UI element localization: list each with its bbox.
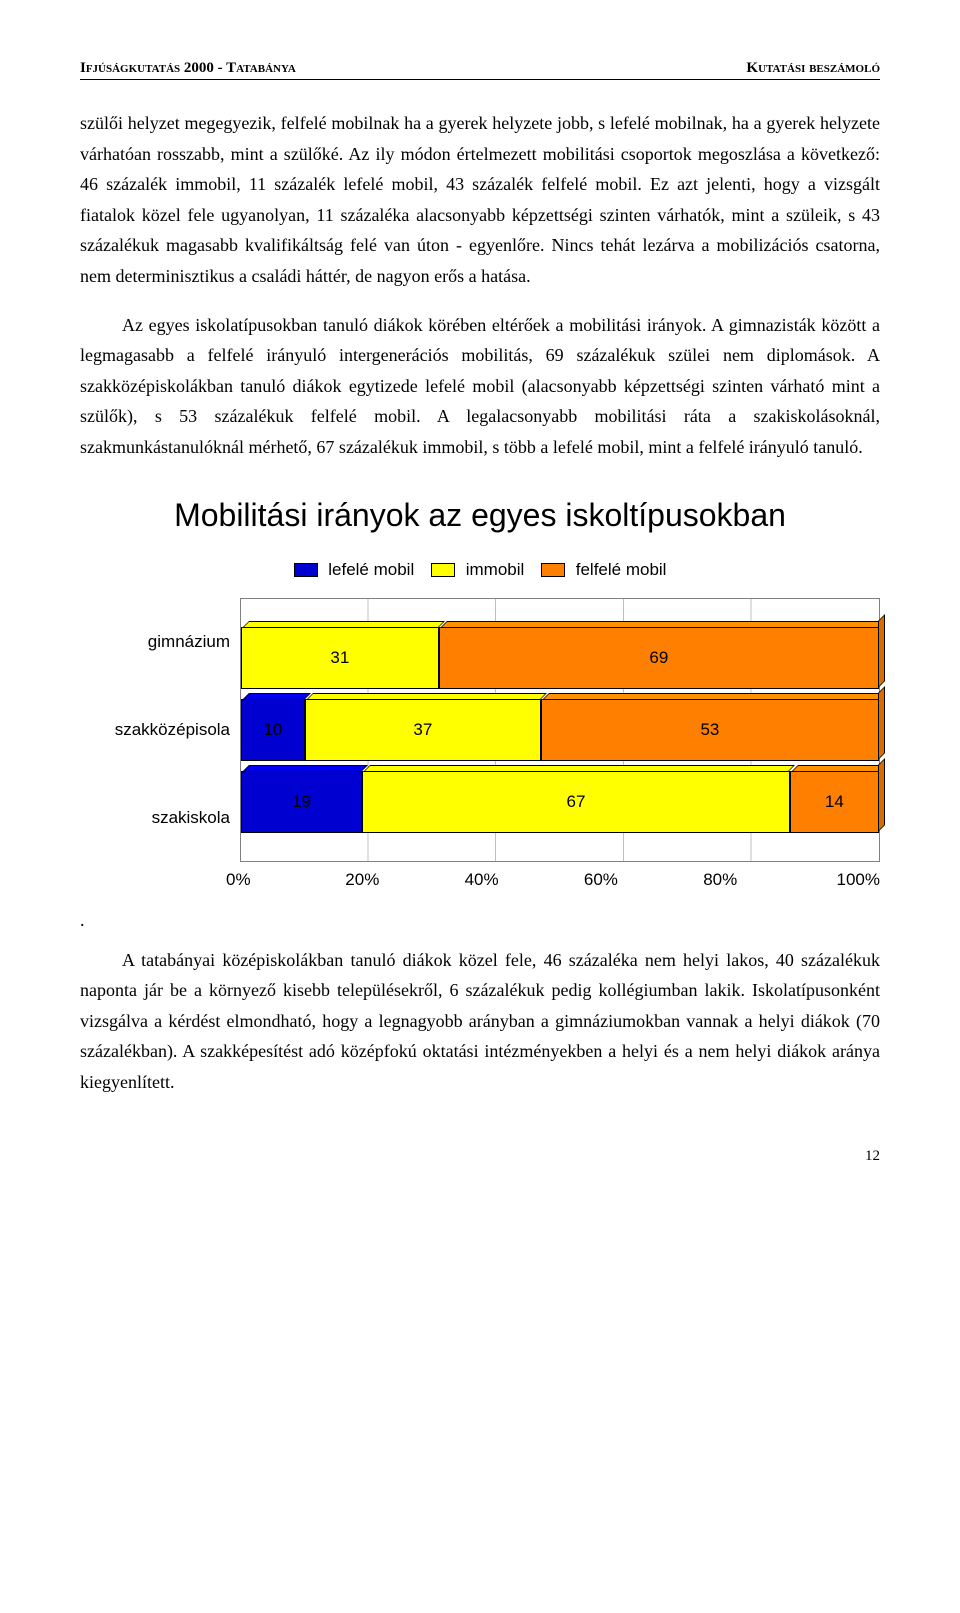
page-header: Ifjúságkutatás 2000 - Tatabánya Kutatási…: [80, 60, 880, 80]
legend-label: felfelé mobil: [576, 560, 667, 579]
legend-item: felfelé mobil: [541, 560, 666, 580]
paragraph-3: A tatabányai középiskolákban tanuló diák…: [80, 945, 880, 1098]
x-tick: 60%: [598, 870, 717, 890]
chart-area: gimnázium szakközépisola szakiskola 3169…: [80, 598, 880, 862]
bar-segment: 37: [305, 699, 541, 761]
bar-segment: 19: [241, 771, 362, 833]
bar-row: 103753: [241, 699, 879, 761]
x-tick: 80%: [717, 870, 836, 890]
y-axis-labels: gimnázium szakközépisola szakiskola: [80, 598, 240, 862]
bar-segment: 67: [362, 771, 789, 833]
bar-segment: 10: [241, 699, 305, 761]
legend-swatch: [431, 563, 455, 577]
chart-plot: 3169 103753 196714: [240, 598, 880, 862]
bar-segment: 53: [541, 699, 879, 761]
paragraph-2: Az egyes iskolatípusokban tanuló diákok …: [80, 310, 880, 463]
bar-row: 3169: [241, 627, 879, 689]
x-axis: 0% 20% 40% 60% 80% 100%: [240, 870, 880, 890]
x-tick: 40%: [479, 870, 598, 890]
legend-label: lefelé mobil: [328, 560, 414, 579]
x-tick: 0%: [240, 870, 359, 890]
bar-segment: 31: [241, 627, 439, 689]
header-right: Kutatási beszámoló: [746, 60, 880, 77]
legend-swatch: [541, 563, 565, 577]
paragraph-1: szülői helyzet megegyezik, felfelé mobil…: [80, 108, 880, 292]
legend-label: immobil: [466, 560, 525, 579]
y-label: szakiskola: [80, 808, 230, 828]
bar-segment: 14: [790, 771, 879, 833]
y-label: gimnázium: [80, 632, 230, 652]
legend-item: lefelé mobil: [294, 560, 415, 580]
legend-item: immobil: [431, 560, 524, 580]
chart-title: Mobilitási irányok az egyes iskoltípusok…: [80, 497, 880, 534]
legend-swatch: [294, 563, 318, 577]
header-left: Ifjúságkutatás 2000 - Tatabánya: [80, 60, 296, 77]
chart-legend: lefelé mobil immobil felfelé mobil: [80, 560, 880, 580]
bar-row: 196714: [241, 771, 879, 833]
x-tick: 100%: [836, 870, 879, 890]
x-tick: 20%: [359, 870, 478, 890]
sentence-dot: .: [80, 910, 880, 931]
page-number: 12: [80, 1148, 880, 1165]
bar-segment: 69: [439, 627, 879, 689]
y-label: szakközépisola: [80, 720, 230, 740]
